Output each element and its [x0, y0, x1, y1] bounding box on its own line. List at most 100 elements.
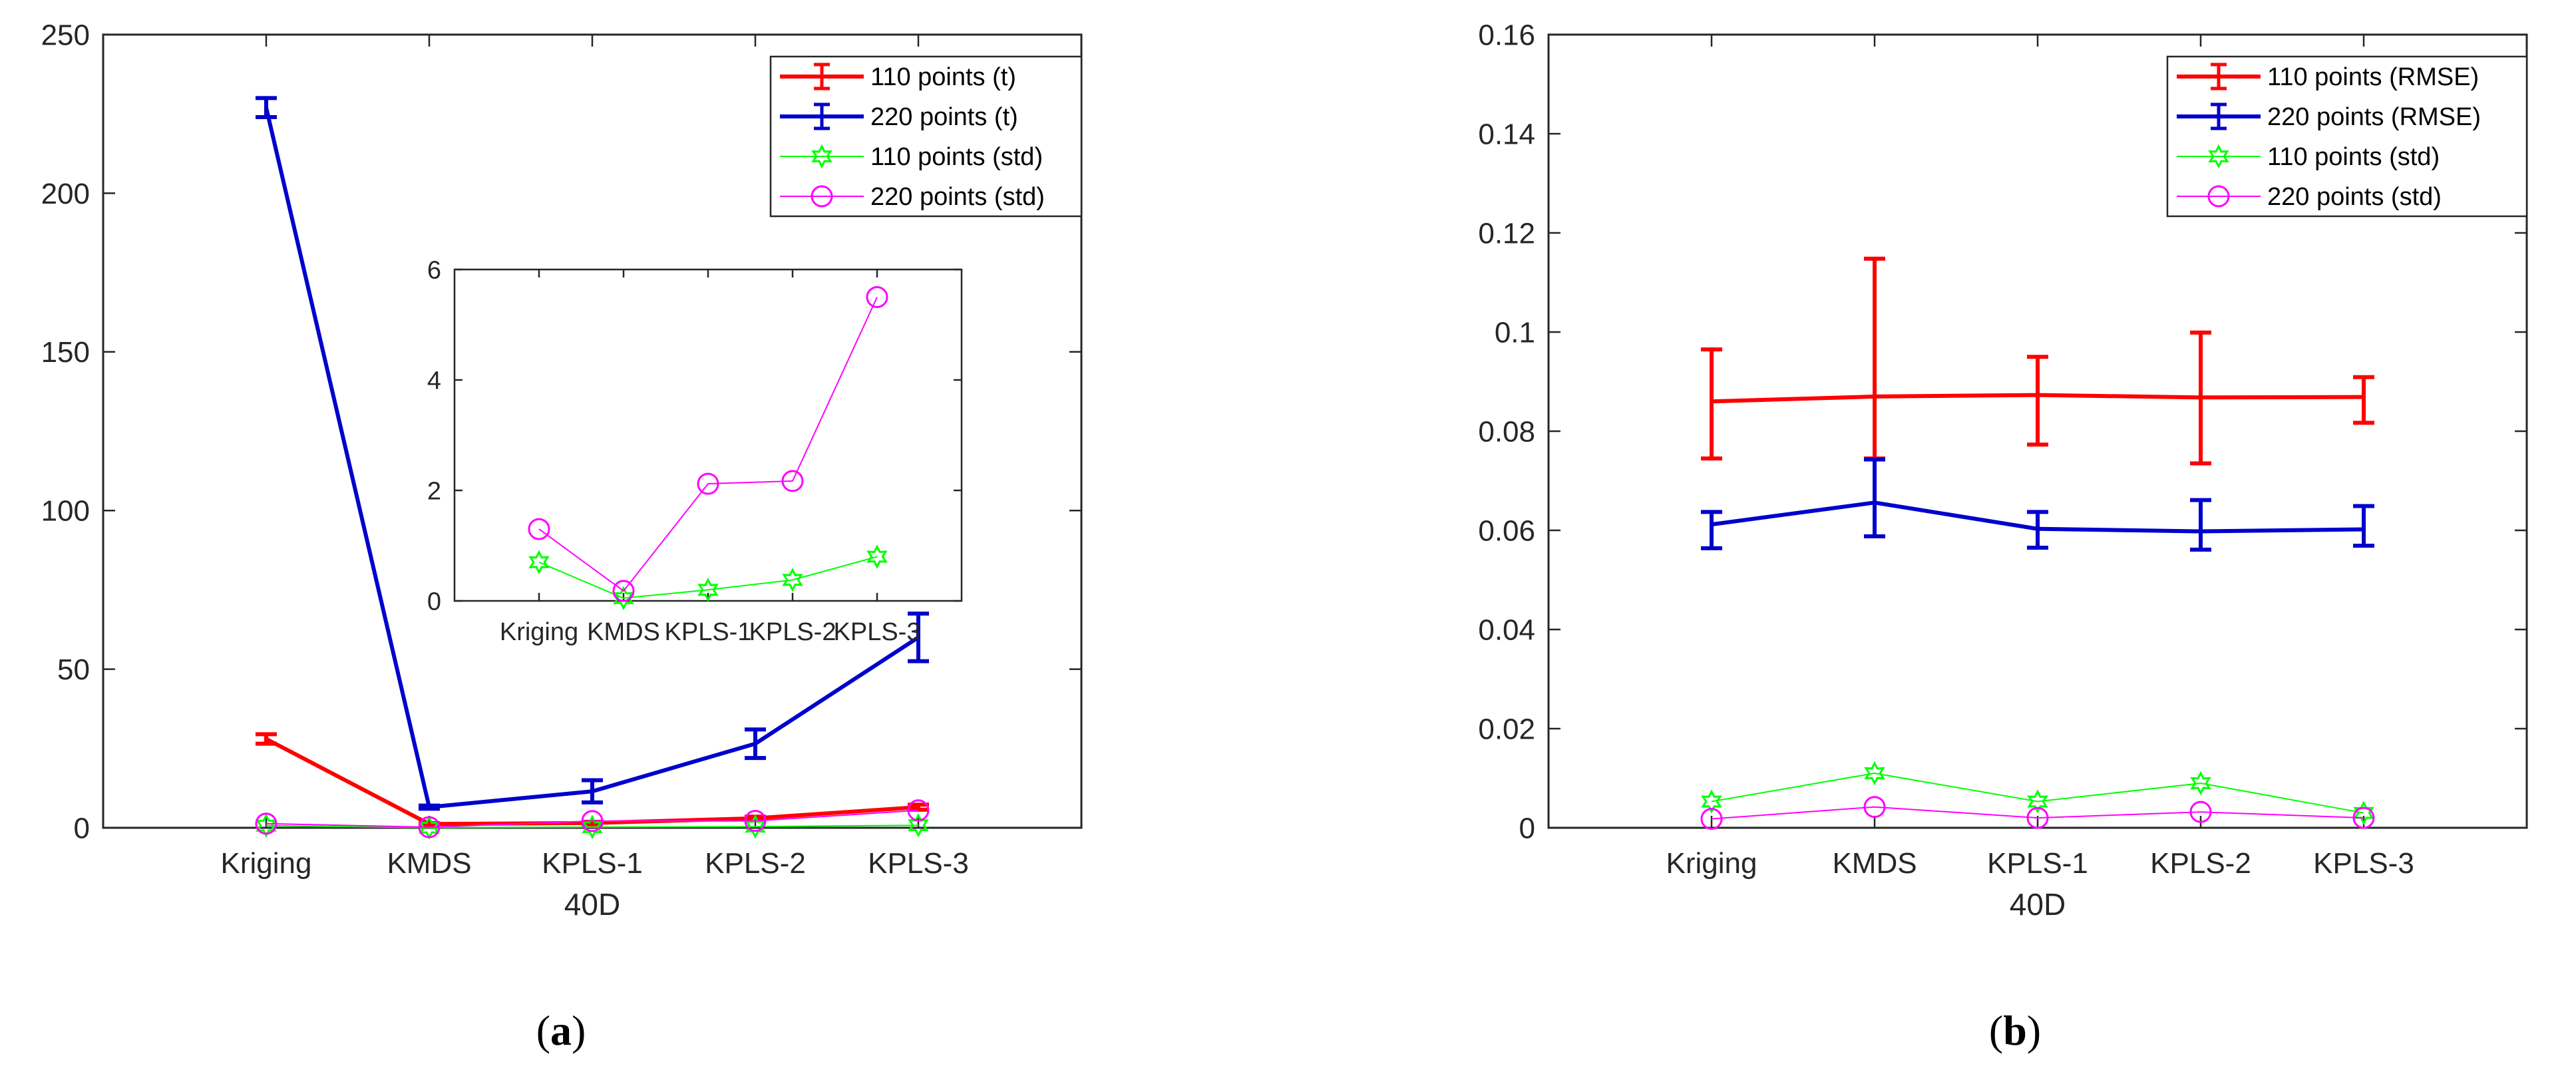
y-tick-label: 200 — [41, 178, 90, 210]
data-point — [2026, 806, 2049, 829]
x-tick-label: KPLS-3 — [868, 847, 969, 880]
y-tick-label: 50 — [57, 653, 90, 686]
y-tick-label: 0 — [74, 812, 90, 844]
series-110-points-std — [528, 544, 888, 611]
data-point — [2190, 771, 2211, 796]
y-tick-label: 0 — [1519, 812, 1535, 844]
caption-a: (a) — [536, 1007, 586, 1054]
data-point — [866, 544, 888, 569]
data-point — [528, 550, 550, 575]
x-tick-label: KMDS — [587, 618, 660, 646]
x-tick-label: KMDS — [1832, 847, 1917, 880]
y-tick-label: 0 — [427, 588, 441, 616]
x-tick-label: KPLS-3 — [2313, 847, 2414, 880]
legend-entry: 220 points (RMSE) — [2177, 102, 2481, 131]
data-point — [1700, 808, 1723, 830]
legend-entry: 110 points (std) — [780, 143, 1043, 171]
series-line — [266, 824, 919, 828]
y-tick-label: 250 — [41, 19, 90, 51]
series-220-points-std — [528, 286, 888, 602]
series-line — [1711, 806, 2364, 820]
data-point — [418, 816, 441, 838]
series-line — [538, 556, 878, 599]
data-point — [2353, 801, 2374, 825]
x-axis-label: 40D — [2010, 887, 2066, 922]
y-tick-label: 150 — [41, 336, 90, 369]
y-tick-label: 0.04 — [1478, 614, 1535, 646]
legend-label: 220 points (t) — [870, 103, 1018, 131]
y-tick-label: 0.16 — [1478, 19, 1535, 51]
y-tick-label: 2 — [427, 477, 441, 505]
x-tick-label: KPLS-1 — [665, 618, 752, 646]
legend-label: 220 points (std) — [870, 183, 1045, 211]
data-point — [866, 286, 888, 308]
y-tick-label: 0.02 — [1478, 713, 1535, 745]
y-tick-label: 0.1 — [1495, 316, 1535, 349]
legend-entry: 110 points (t) — [780, 63, 1016, 91]
y-tick-label: 0.08 — [1478, 415, 1535, 448]
series-line — [1711, 773, 2364, 814]
x-tick-label: Kriging — [500, 618, 578, 646]
y-tick-label: 0.14 — [1478, 118, 1535, 150]
data-point — [1864, 761, 1885, 786]
data-point — [2352, 806, 2375, 829]
series-220-points-t — [256, 96, 929, 811]
y-tick-label: 0.12 — [1478, 217, 1535, 250]
data-point — [782, 568, 803, 592]
chart-panel-b: 0 0.02 0.04 0.06 0.08 0.1 0.12 0.14 0.16 Kriging K… — [1478, 19, 2528, 922]
x-tick-label: KPLS-2 — [2150, 847, 2251, 880]
x-axis-label: 40D — [564, 887, 620, 922]
legend-entry: 220 points (t) — [780, 102, 1018, 131]
data-point — [2189, 801, 2212, 823]
y-tick-label: 4 — [427, 367, 441, 395]
x-tick-label: Kriging — [1666, 847, 1757, 880]
y-tick-label: 0.06 — [1478, 514, 1535, 547]
legend-entry: 110 points (RMSE) — [2177, 63, 2479, 91]
series-220-points-std — [1700, 796, 2375, 830]
legend-marker — [811, 185, 833, 208]
data-point — [582, 814, 603, 840]
data-point — [744, 810, 767, 832]
data-point — [1701, 789, 1722, 814]
caption-b: (b) — [1989, 1007, 2041, 1054]
series-110-points-std — [1701, 761, 2374, 825]
data-point — [697, 578, 719, 602]
series-110-points-rmse — [1701, 256, 2374, 466]
data-point — [697, 472, 719, 495]
data-point — [255, 812, 277, 835]
data-point — [612, 580, 635, 602]
legend-marker — [811, 144, 832, 169]
data-point — [907, 799, 930, 822]
legend-label: 110 points (t) — [870, 63, 1016, 91]
series-220-points-rmse — [1701, 457, 2374, 552]
data-point — [908, 812, 929, 838]
data-point — [613, 586, 634, 611]
legend-label: 220 points (std) — [2267, 183, 2442, 211]
x-tick-label: Kriging — [221, 847, 312, 880]
data-point — [781, 470, 804, 492]
data-point — [1863, 796, 1886, 818]
x-tick-label: KPLS-1 — [1987, 847, 2088, 880]
x-tick-label: KPLS-1 — [542, 847, 643, 880]
data-point — [581, 810, 604, 832]
x-tick-label: KPLS-2 — [749, 618, 836, 646]
y-tick-label: 6 — [427, 256, 441, 284]
legend-entry: 220 points (std) — [780, 183, 1045, 211]
x-tick-label: KPLS-3 — [834, 618, 921, 646]
legend-label: 110 points (RMSE) — [2267, 63, 2479, 91]
legend-entry: 220 points (std) — [2177, 183, 2442, 211]
series-line — [538, 297, 878, 592]
data-point — [2027, 789, 2048, 814]
legend-label: 220 points (RMSE) — [2267, 103, 2481, 131]
series-220-points-std — [255, 799, 930, 838]
legend-label: 110 points (std) — [870, 143, 1043, 171]
legend-label: 110 points (std) — [2267, 143, 2440, 171]
data-point — [528, 518, 550, 540]
legend-marker — [2207, 185, 2230, 208]
series-line — [266, 809, 919, 828]
x-tick-label: KMDS — [387, 847, 471, 880]
x-tick-label: KPLS-2 — [705, 847, 806, 880]
